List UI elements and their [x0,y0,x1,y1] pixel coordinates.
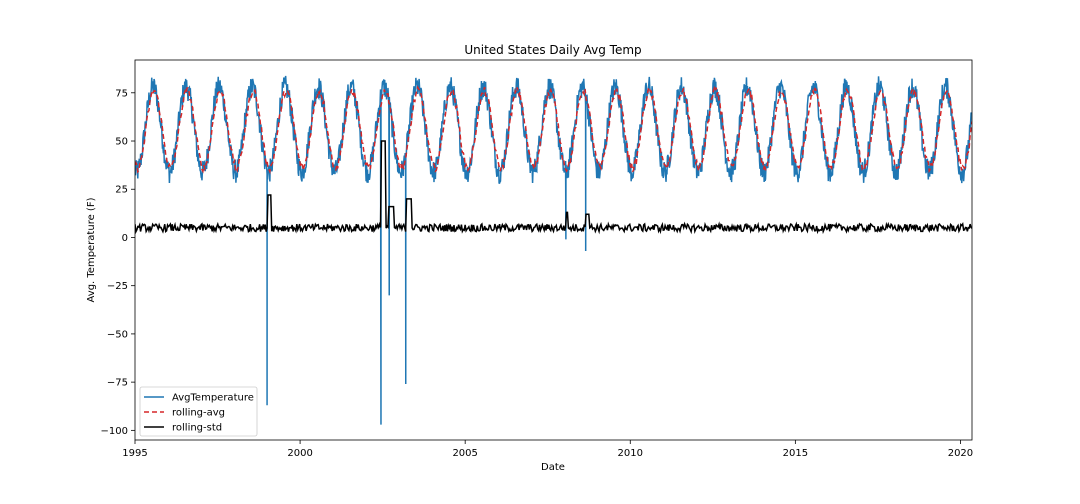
y-tick-label: 25 [115,185,128,196]
plot-frame [134,59,973,441]
chart-title: United States Daily Avg Temp [464,43,641,57]
x-tick-label: 2005 [452,448,477,459]
y-tick-label: −100 [101,426,128,437]
y-axis: −100 −75 −50 −25 0 25 50 75 [101,88,135,437]
y-tick-label: 75 [115,88,128,99]
legend-label: AvgTemperature [172,393,254,404]
y-tick-label: −50 [107,329,128,340]
x-axis-label: Date [541,462,565,473]
legend-box [139,386,258,437]
x-tick-label: 1995 [122,448,147,459]
y-tick-label: −75 [107,378,128,389]
legend-label: rolling-avg [172,408,225,419]
plot-area [135,75,972,425]
legend: AvgTemperature rolling-avg rolling-std [139,386,258,437]
x-tick-label: 2010 [618,448,643,459]
x-axis: 1995 2000 2005 2010 2015 2020 [122,440,973,459]
x-tick-label: 2020 [948,448,973,459]
series-rolling-avg [135,85,972,175]
y-tick-label: −25 [107,281,128,292]
x-tick-label: 2000 [287,448,312,459]
series-avgtemperature [135,75,972,425]
y-axis-label: Avg. Temperature (F) [86,197,97,302]
y-tick-label: 0 [122,233,128,244]
series-rolling-std [135,140,972,235]
x-tick-label: 2015 [783,448,808,459]
legend-label: rolling-std [172,423,222,434]
y-tick-label: 50 [115,137,128,148]
